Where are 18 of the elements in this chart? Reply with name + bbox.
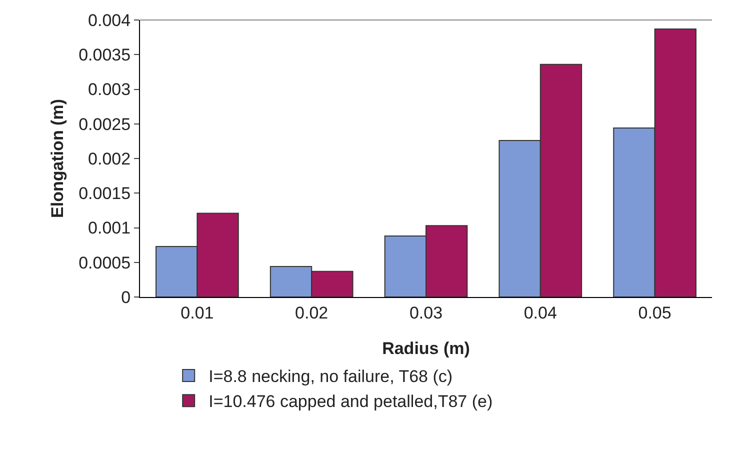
y-tick-label: 0.004	[88, 10, 131, 30]
y-tick-label: 0.0015	[78, 184, 131, 204]
x-tick-label: 0.03	[409, 303, 443, 322]
y-tick-label: 0.0025	[78, 114, 131, 134]
y-tick-label: 0.0035	[78, 46, 131, 65]
y-tick-label: 0.002	[88, 149, 131, 168]
x-tick-label: 0.01	[180, 303, 214, 322]
legend-label: I=8.8 necking, no failure, T68 (c)	[208, 367, 453, 386]
y-tick-label: 0	[121, 288, 131, 307]
x-tick-label: 0.02	[295, 303, 328, 322]
x-axis-title: Radius (m)	[382, 338, 470, 358]
y-tick-label: 0.003	[88, 80, 131, 100]
y-tick-label: 0.0005	[78, 253, 131, 272]
y-axis-title: Elongation (m)	[48, 99, 68, 218]
x-tick-label: 0.05	[638, 303, 672, 322]
legend-label: I=10.476 capped and petalled,T87 (e)	[208, 392, 493, 412]
y-tick-label: 0.001	[88, 218, 131, 238]
x-tick-label: 0.04	[524, 303, 557, 322]
